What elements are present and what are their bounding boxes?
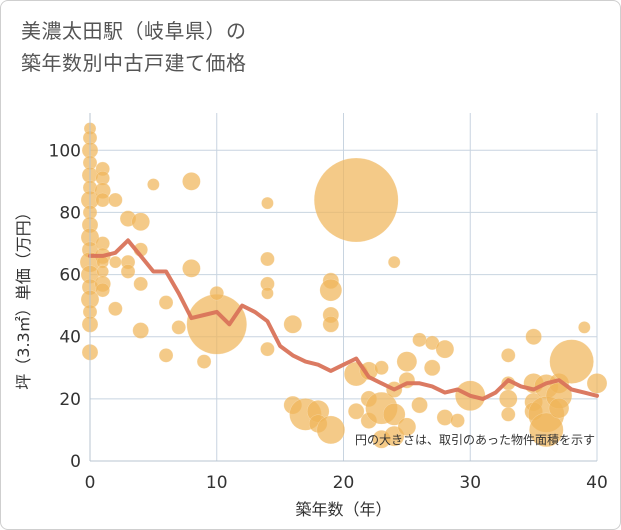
data-point-bubble bbox=[387, 255, 401, 269]
data-point-bubble bbox=[411, 396, 428, 414]
data-point-bubble bbox=[131, 212, 150, 231]
data-point-bubble bbox=[108, 301, 123, 316]
data-point-bubble bbox=[108, 192, 123, 208]
bubble-size-note: 円の大きさは、取引のあった物件面積を示す bbox=[355, 432, 595, 447]
chart-title: 美濃太田駅（岐阜県）の 築年数別中古戸建て価格 bbox=[21, 15, 247, 79]
data-point-bubble bbox=[548, 397, 570, 419]
data-point-bubble bbox=[586, 373, 608, 394]
data-point-bubble bbox=[120, 264, 136, 279]
data-point-bubble bbox=[412, 332, 427, 348]
data-point-bubble bbox=[109, 255, 122, 269]
chart-title-line-1: 美濃太田駅（岐阜県）の bbox=[21, 19, 247, 43]
data-point-bubble bbox=[313, 157, 399, 243]
data-point-bubble bbox=[499, 389, 518, 409]
tick-labels: 0 10 20 30 40 0 20 40 60 80 100 bbox=[49, 141, 608, 493]
data-point-bubble bbox=[133, 276, 148, 292]
trend-line-layer bbox=[88, 238, 599, 401]
data-point-bubble bbox=[147, 178, 160, 191]
data-point-bubble bbox=[182, 259, 201, 278]
data-point-bubble bbox=[322, 316, 340, 333]
data-point-bubble bbox=[171, 320, 186, 335]
data-point-bubble bbox=[261, 286, 274, 300]
data-point-bubble bbox=[260, 251, 275, 267]
data-point-bubble bbox=[450, 413, 465, 428]
data-point-bubble bbox=[529, 412, 564, 448]
data-point-bubble bbox=[132, 322, 149, 339]
data-point-bubble bbox=[397, 417, 417, 437]
data-point-bubble bbox=[283, 315, 303, 334]
data-point-bubble bbox=[578, 321, 591, 334]
data-point-bubble bbox=[549, 339, 594, 384]
data-point-bubble bbox=[158, 295, 174, 310]
data-point-bubble bbox=[396, 351, 418, 372]
data-point-bubble bbox=[423, 359, 441, 377]
data-point-bubble bbox=[347, 403, 365, 420]
x-tick-label: 0 bbox=[85, 473, 96, 493]
data-point-bubble bbox=[196, 354, 212, 369]
y-tick-label: 60 bbox=[59, 266, 81, 286]
trend-line bbox=[88, 238, 599, 401]
data-point-bubble bbox=[435, 339, 455, 359]
data-point-bubble bbox=[261, 196, 274, 210]
data-point-bubble bbox=[182, 172, 201, 191]
x-tick-label: 20 bbox=[333, 473, 355, 493]
data-point-bubble bbox=[319, 278, 343, 302]
x-tick-label: 10 bbox=[206, 473, 228, 493]
data-point-bubble bbox=[316, 415, 346, 445]
data-point-bubble bbox=[95, 282, 110, 298]
data-point-bubble bbox=[209, 285, 224, 301]
y-axis-label: 坪（3.3㎡）単価（万円） bbox=[14, 204, 33, 389]
data-point-bubble bbox=[501, 407, 516, 422]
axes bbox=[89, 113, 597, 462]
y-tick-label: 100 bbox=[49, 141, 81, 161]
chart-title-line-2: 築年数別中古戸建て価格 bbox=[21, 51, 247, 75]
y-tick-label: 20 bbox=[59, 390, 81, 410]
data-point-bubble bbox=[186, 294, 247, 355]
data-point-bubble bbox=[525, 328, 542, 345]
y-tick-label: 80 bbox=[59, 203, 81, 223]
data-point-bubble bbox=[260, 341, 275, 357]
x-tick-label: 30 bbox=[459, 473, 481, 493]
data-point-bubble bbox=[158, 348, 174, 363]
data-point-bubble bbox=[374, 360, 389, 376]
y-tick-label: 40 bbox=[59, 328, 81, 348]
data-point-bubble bbox=[501, 348, 516, 363]
data-point-bubble bbox=[436, 409, 454, 426]
x-tick-label: 40 bbox=[586, 473, 608, 493]
x-axis-label: 築年数（年） bbox=[295, 500, 391, 519]
data-point-bubble bbox=[382, 403, 406, 426]
y-tick-label: 0 bbox=[70, 452, 81, 472]
data-point-bubble bbox=[95, 192, 110, 208]
